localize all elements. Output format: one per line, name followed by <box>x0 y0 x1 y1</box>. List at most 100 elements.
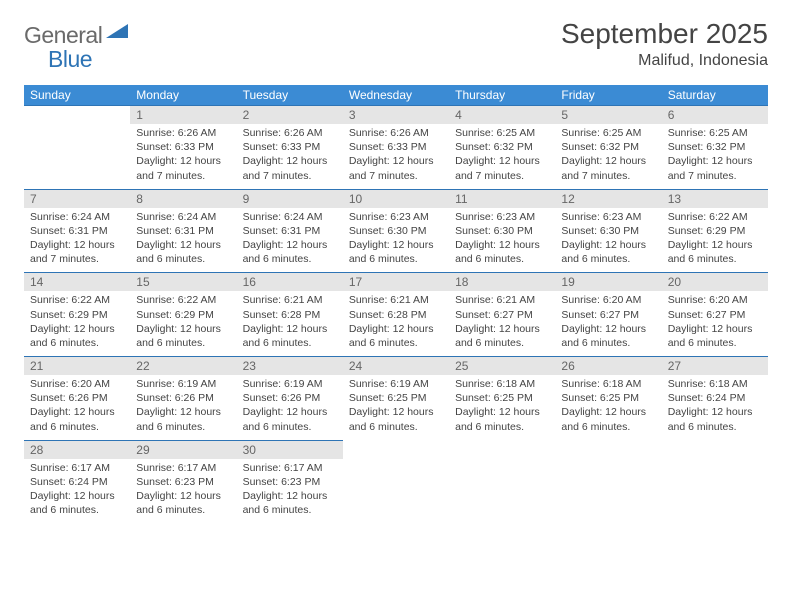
sunset-text: Sunset: 6:24 PM <box>30 475 124 489</box>
day-details: Sunrise: 6:22 AMSunset: 6:29 PMDaylight:… <box>130 291 236 350</box>
day-number: 24 <box>343 357 449 375</box>
sunrise-text: Sunrise: 6:21 AM <box>243 293 337 307</box>
daylight-text: Daylight: 12 hours and 6 minutes. <box>243 322 337 350</box>
calendar-cell: 27Sunrise: 6:18 AMSunset: 6:24 PMDayligh… <box>662 357 768 441</box>
sunrise-text: Sunrise: 6:25 AM <box>455 126 549 140</box>
sunset-text: Sunset: 6:25 PM <box>349 391 443 405</box>
sunrise-text: Sunrise: 6:19 AM <box>136 377 230 391</box>
day-number: 5 <box>555 106 661 124</box>
day-header: Saturday <box>662 85 768 106</box>
day-details: Sunrise: 6:21 AMSunset: 6:27 PMDaylight:… <box>449 291 555 350</box>
daylight-text: Daylight: 12 hours and 6 minutes. <box>349 238 443 266</box>
day-number: 11 <box>449 190 555 208</box>
sunrise-text: Sunrise: 6:19 AM <box>349 377 443 391</box>
calendar-cell: 28Sunrise: 6:17 AMSunset: 6:24 PMDayligh… <box>24 440 130 523</box>
daylight-text: Daylight: 12 hours and 7 minutes. <box>136 154 230 182</box>
sunset-text: Sunset: 6:32 PM <box>455 140 549 154</box>
sunrise-text: Sunrise: 6:18 AM <box>455 377 549 391</box>
day-details: Sunrise: 6:23 AMSunset: 6:30 PMDaylight:… <box>449 208 555 267</box>
sunrise-text: Sunrise: 6:20 AM <box>30 377 124 391</box>
day-details: Sunrise: 6:22 AMSunset: 6:29 PMDaylight:… <box>662 208 768 267</box>
day-number: 16 <box>237 273 343 291</box>
day-number: 17 <box>343 273 449 291</box>
daylight-text: Daylight: 12 hours and 7 minutes. <box>668 154 762 182</box>
day-number: 4 <box>449 106 555 124</box>
sunrise-text: Sunrise: 6:21 AM <box>349 293 443 307</box>
daylight-text: Daylight: 12 hours and 6 minutes. <box>668 322 762 350</box>
sunrise-text: Sunrise: 6:19 AM <box>243 377 337 391</box>
day-number: 27 <box>662 357 768 375</box>
day-details: Sunrise: 6:22 AMSunset: 6:29 PMDaylight:… <box>24 291 130 350</box>
sunset-text: Sunset: 6:33 PM <box>243 140 337 154</box>
day-header: Thursday <box>449 85 555 106</box>
sunset-text: Sunset: 6:25 PM <box>561 391 655 405</box>
sunset-text: Sunset: 6:29 PM <box>136 308 230 322</box>
day-number: 28 <box>24 441 130 459</box>
daylight-text: Daylight: 12 hours and 6 minutes. <box>30 489 124 517</box>
sunset-text: Sunset: 6:33 PM <box>349 140 443 154</box>
daylight-text: Daylight: 12 hours and 6 minutes. <box>243 238 337 266</box>
logo-triangle-icon <box>106 22 128 43</box>
day-header: Sunday <box>24 85 130 106</box>
calendar-cell: 20Sunrise: 6:20 AMSunset: 6:27 PMDayligh… <box>662 273 768 357</box>
day-number: 29 <box>130 441 236 459</box>
calendar-cell <box>662 440 768 523</box>
calendar-week-row: 21Sunrise: 6:20 AMSunset: 6:26 PMDayligh… <box>24 357 768 441</box>
calendar-cell: 3Sunrise: 6:26 AMSunset: 6:33 PMDaylight… <box>343 106 449 190</box>
calendar-cell: 8Sunrise: 6:24 AMSunset: 6:31 PMDaylight… <box>130 189 236 273</box>
daylight-text: Daylight: 12 hours and 6 minutes. <box>136 238 230 266</box>
daylight-text: Daylight: 12 hours and 6 minutes. <box>455 322 549 350</box>
daylight-text: Daylight: 12 hours and 6 minutes. <box>30 405 124 433</box>
sunrise-text: Sunrise: 6:18 AM <box>561 377 655 391</box>
daylight-text: Daylight: 12 hours and 6 minutes. <box>668 405 762 433</box>
sunrise-text: Sunrise: 6:22 AM <box>136 293 230 307</box>
sunset-text: Sunset: 6:27 PM <box>668 308 762 322</box>
sunrise-text: Sunrise: 6:20 AM <box>668 293 762 307</box>
day-details: Sunrise: 6:19 AMSunset: 6:26 PMDaylight:… <box>130 375 236 434</box>
calendar-cell: 18Sunrise: 6:21 AMSunset: 6:27 PMDayligh… <box>449 273 555 357</box>
calendar-cell <box>343 440 449 523</box>
sunrise-text: Sunrise: 6:26 AM <box>136 126 230 140</box>
calendar-cell: 26Sunrise: 6:18 AMSunset: 6:25 PMDayligh… <box>555 357 661 441</box>
sunset-text: Sunset: 6:30 PM <box>561 224 655 238</box>
sunrise-text: Sunrise: 6:17 AM <box>243 461 337 475</box>
daylight-text: Daylight: 12 hours and 6 minutes. <box>243 489 337 517</box>
day-details: Sunrise: 6:26 AMSunset: 6:33 PMDaylight:… <box>237 124 343 183</box>
calendar-cell: 4Sunrise: 6:25 AMSunset: 6:32 PMDaylight… <box>449 106 555 190</box>
day-details: Sunrise: 6:17 AMSunset: 6:24 PMDaylight:… <box>24 459 130 518</box>
calendar-cell: 17Sunrise: 6:21 AMSunset: 6:28 PMDayligh… <box>343 273 449 357</box>
calendar-cell: 6Sunrise: 6:25 AMSunset: 6:32 PMDaylight… <box>662 106 768 190</box>
day-number: 1 <box>130 106 236 124</box>
day-details: Sunrise: 6:21 AMSunset: 6:28 PMDaylight:… <box>343 291 449 350</box>
sunrise-text: Sunrise: 6:21 AM <box>455 293 549 307</box>
sunset-text: Sunset: 6:26 PM <box>136 391 230 405</box>
sunrise-text: Sunrise: 6:17 AM <box>30 461 124 475</box>
day-details: Sunrise: 6:18 AMSunset: 6:25 PMDaylight:… <box>449 375 555 434</box>
logo-text-blue: Blue <box>48 46 92 72</box>
day-header: Wednesday <box>343 85 449 106</box>
day-details: Sunrise: 6:21 AMSunset: 6:28 PMDaylight:… <box>237 291 343 350</box>
sunset-text: Sunset: 6:31 PM <box>243 224 337 238</box>
calendar-cell: 13Sunrise: 6:22 AMSunset: 6:29 PMDayligh… <box>662 189 768 273</box>
sunrise-text: Sunrise: 6:26 AM <box>243 126 337 140</box>
day-number: 26 <box>555 357 661 375</box>
day-number: 18 <box>449 273 555 291</box>
day-details: Sunrise: 6:20 AMSunset: 6:27 PMDaylight:… <box>555 291 661 350</box>
daylight-text: Daylight: 12 hours and 6 minutes. <box>455 238 549 266</box>
calendar-cell: 19Sunrise: 6:20 AMSunset: 6:27 PMDayligh… <box>555 273 661 357</box>
calendar-cell <box>24 106 130 190</box>
day-number: 6 <box>662 106 768 124</box>
calendar-week-row: 14Sunrise: 6:22 AMSunset: 6:29 PMDayligh… <box>24 273 768 357</box>
calendar-page: General September 2025 Malifud, Indonesi… <box>0 0 792 541</box>
day-number: 2 <box>237 106 343 124</box>
sunrise-text: Sunrise: 6:23 AM <box>561 210 655 224</box>
sunset-text: Sunset: 6:30 PM <box>455 224 549 238</box>
day-header: Tuesday <box>237 85 343 106</box>
sunrise-text: Sunrise: 6:24 AM <box>30 210 124 224</box>
day-header-row: Sunday Monday Tuesday Wednesday Thursday… <box>24 85 768 106</box>
calendar-cell: 23Sunrise: 6:19 AMSunset: 6:26 PMDayligh… <box>237 357 343 441</box>
day-details: Sunrise: 6:19 AMSunset: 6:26 PMDaylight:… <box>237 375 343 434</box>
day-details: Sunrise: 6:23 AMSunset: 6:30 PMDaylight:… <box>343 208 449 267</box>
sunset-text: Sunset: 6:27 PM <box>561 308 655 322</box>
calendar-week-row: 7Sunrise: 6:24 AMSunset: 6:31 PMDaylight… <box>24 189 768 273</box>
